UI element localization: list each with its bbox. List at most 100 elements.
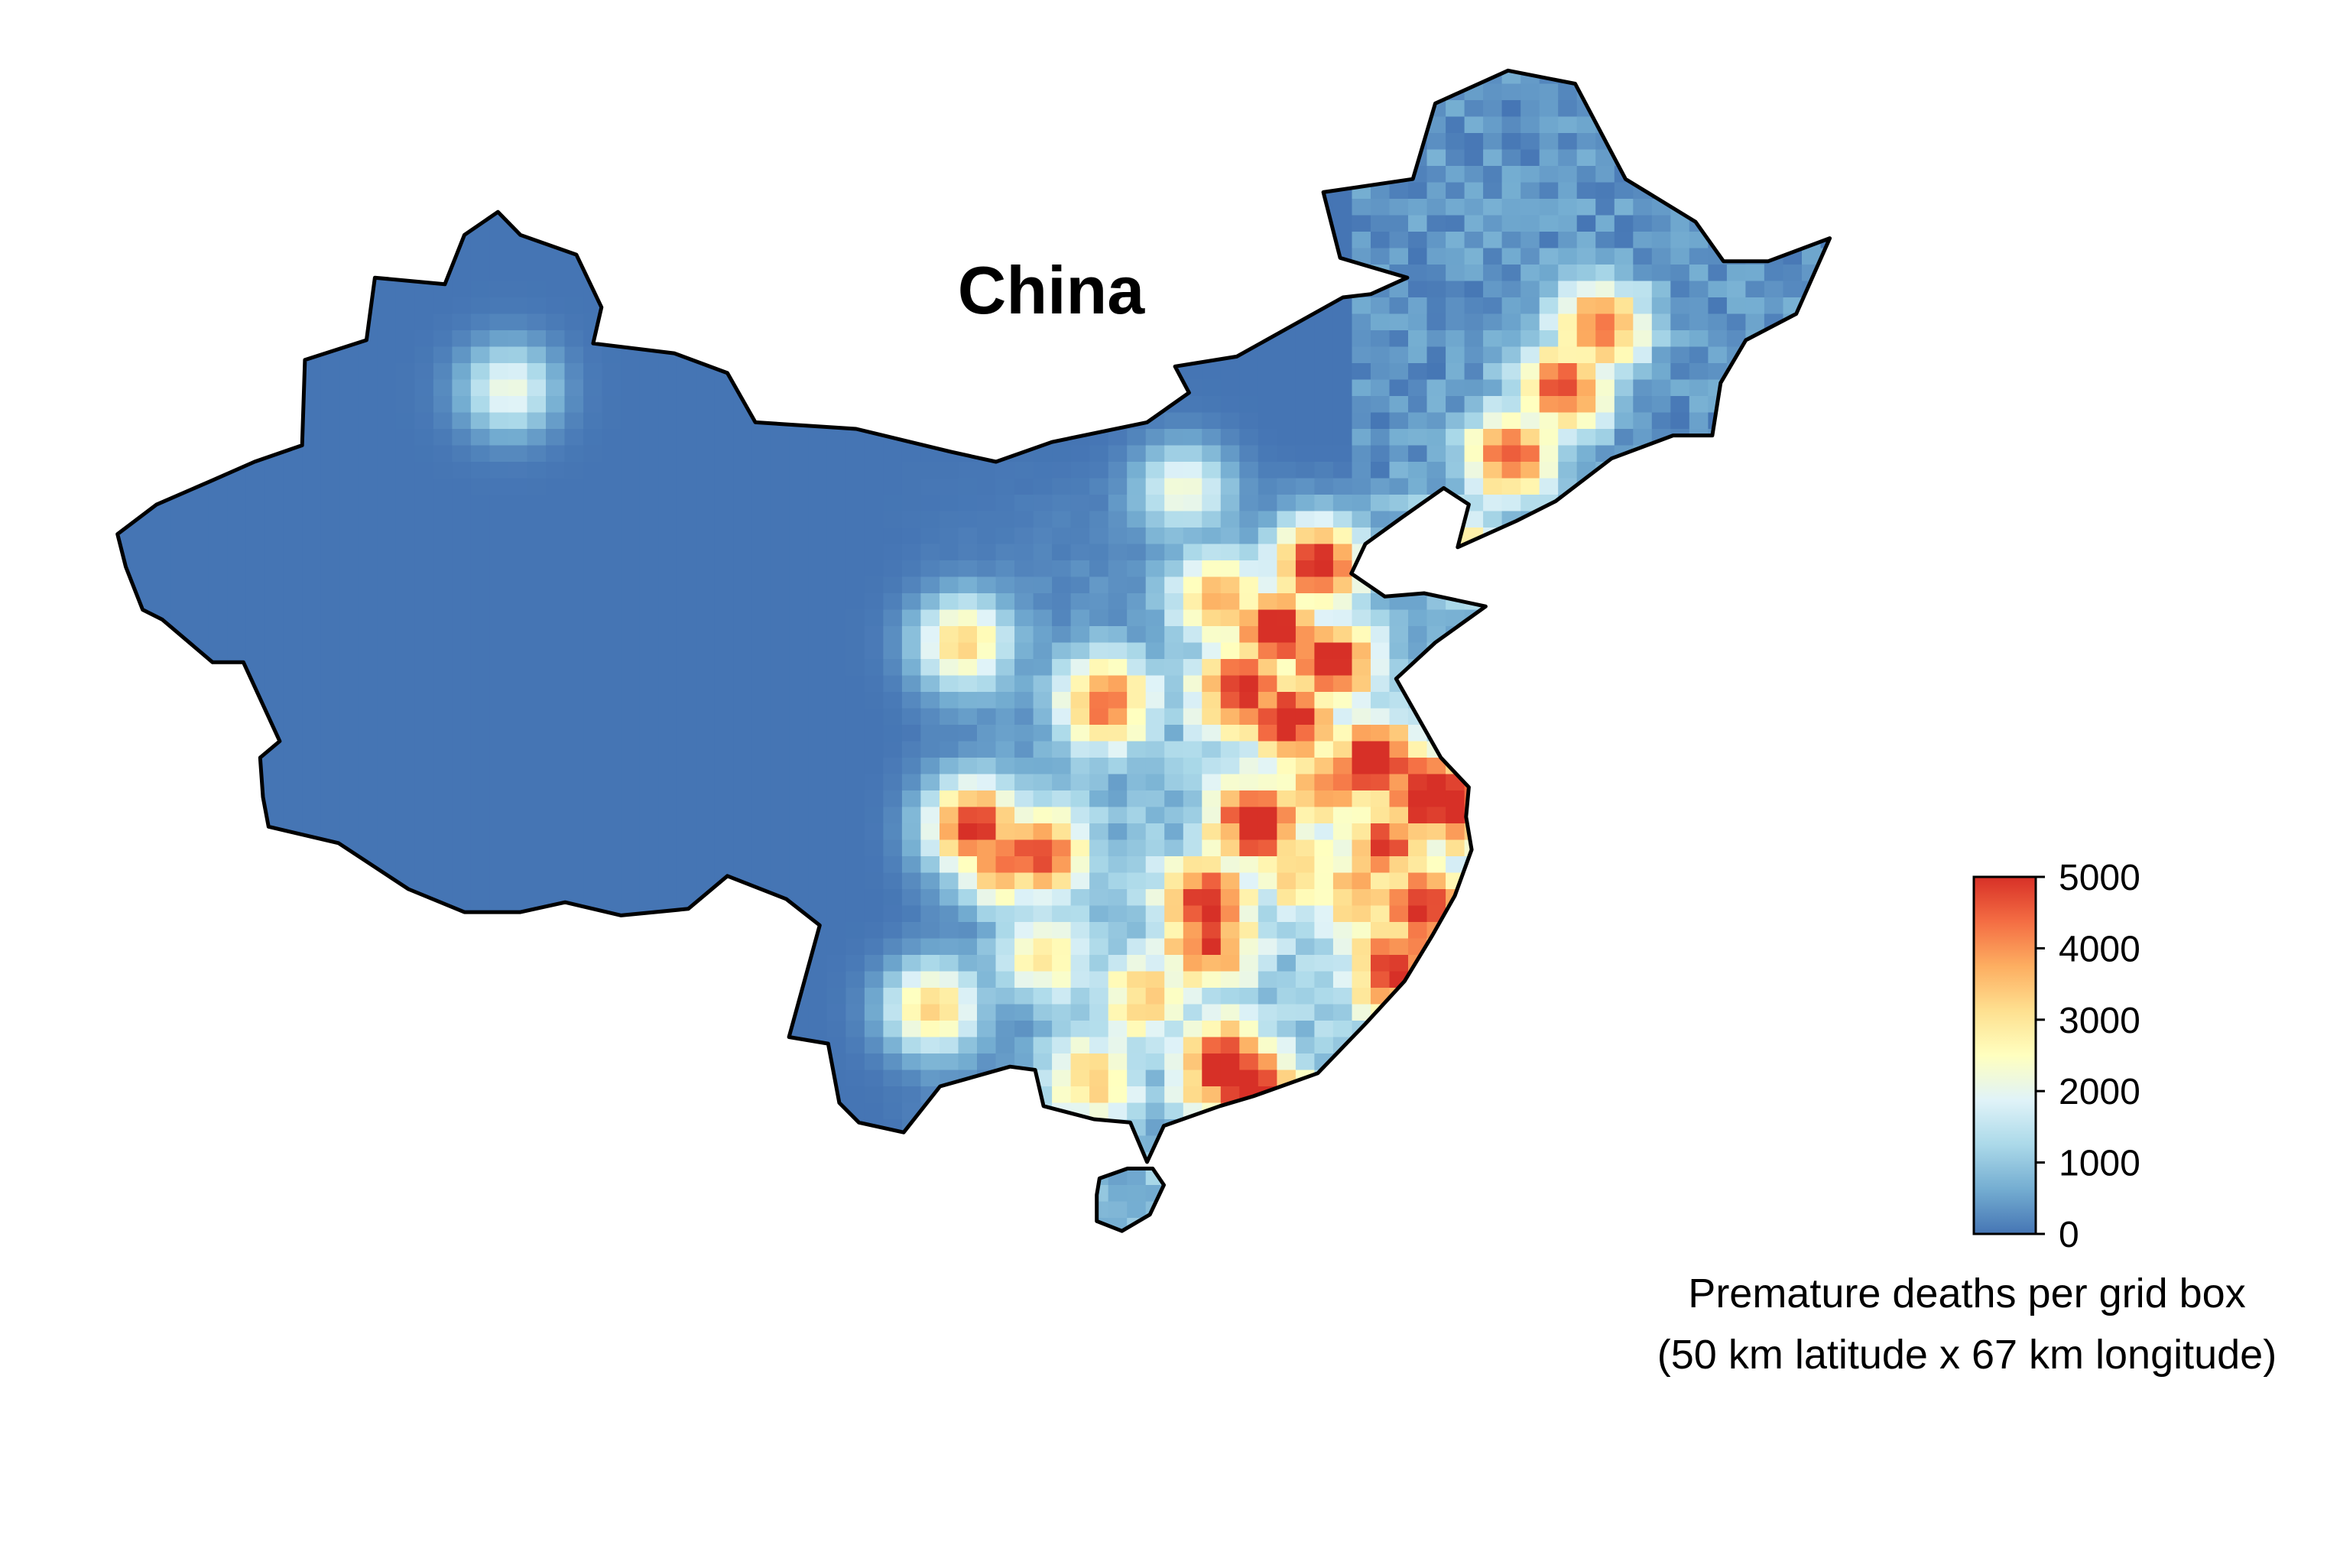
grid-cell	[1764, 100, 1783, 118]
grid-cell	[1202, 445, 1222, 463]
grid-cell	[527, 725, 547, 742]
grid-cell	[1052, 905, 1072, 923]
grid-cell	[1314, 412, 1334, 430]
grid-cell	[1145, 445, 1165, 463]
grid-cell	[1501, 313, 1521, 331]
grid-cell	[1689, 313, 1709, 331]
grid-cell	[1426, 445, 1446, 463]
grid-cell	[1389, 412, 1409, 430]
grid-cell	[1726, 741, 1746, 758]
grid-cell	[1108, 938, 1128, 956]
grid-cell	[358, 576, 378, 594]
grid-cell	[208, 396, 228, 414]
grid-cell	[117, 626, 135, 644]
grid-cell	[1783, 412, 1803, 430]
grid-cell	[190, 528, 209, 545]
grid-cell	[1521, 708, 1540, 726]
grid-cell	[920, 593, 940, 611]
grid-cell	[190, 232, 209, 249]
grid-cell	[1052, 182, 1072, 200]
grid-cell	[283, 70, 303, 85]
grid-cell	[1014, 922, 1034, 940]
grid-cell	[1783, 379, 1803, 397]
grid-cell	[1576, 330, 1596, 348]
grid-cell	[190, 708, 209, 726]
grid-cell	[845, 232, 865, 249]
grid-cell	[1689, 576, 1709, 594]
grid-cell	[508, 823, 528, 841]
grid-cell	[1183, 528, 1202, 545]
grid-cell	[208, 511, 228, 528]
grid-cell	[1352, 609, 1371, 627]
grid-cell	[564, 133, 584, 151]
grid-cell	[190, 396, 209, 414]
grid-cell	[227, 265, 247, 282]
grid-cell	[227, 297, 247, 315]
grid-cell	[170, 872, 190, 890]
grid-cell	[845, 330, 865, 348]
grid-cell	[1145, 83, 1165, 101]
grid-cell	[1708, 330, 1728, 348]
grid-cell	[864, 149, 884, 167]
grid-cell	[733, 313, 753, 331]
grid-cell	[995, 758, 1015, 775]
grid-cell	[227, 856, 247, 874]
grid-cell	[1371, 215, 1391, 232]
grid-cell	[1689, 626, 1709, 644]
grid-cell	[1389, 938, 1409, 956]
grid-cell	[1108, 872, 1128, 890]
grid-cell	[1802, 297, 1822, 315]
grid-cell	[1408, 922, 1428, 940]
grid-cell	[1708, 412, 1728, 430]
grid-cell	[1371, 675, 1391, 693]
grid-cell	[1651, 412, 1671, 430]
grid-cell	[1614, 774, 1634, 791]
grid-cell	[1576, 396, 1596, 414]
grid-cell	[1689, 363, 1709, 381]
grid-cell	[958, 429, 978, 446]
grid-cell	[265, 379, 284, 397]
grid-cell	[1277, 609, 1297, 627]
grid-cell	[470, 725, 490, 742]
grid-cell	[320, 725, 340, 742]
grid-cell	[845, 675, 865, 693]
grid-cell	[1164, 922, 1184, 940]
grid-cell	[1783, 626, 1803, 644]
grid-cell	[358, 83, 378, 101]
grid-cell	[1446, 182, 1465, 200]
grid-cell	[320, 429, 340, 446]
grid-cell	[602, 790, 622, 808]
grid-cell	[1127, 922, 1147, 940]
grid-cell	[977, 889, 997, 907]
grid-cell	[1164, 495, 1184, 512]
grid-cell	[677, 758, 696, 775]
grid-cell	[227, 379, 247, 397]
grid-cell	[621, 758, 641, 775]
grid-cell	[1389, 478, 1409, 495]
grid-cell	[414, 379, 434, 397]
grid-cell	[1145, 248, 1165, 265]
grid-cell	[583, 692, 603, 709]
grid-cell	[1183, 396, 1202, 414]
grid-cell	[358, 560, 378, 578]
grid-cell	[452, 725, 472, 742]
grid-cell	[152, 741, 172, 758]
grid-cell	[1745, 823, 1765, 841]
grid-cell	[1558, 297, 1578, 315]
grid-cell	[1576, 166, 1596, 183]
grid-cell	[227, 758, 247, 775]
grid-cell	[433, 412, 453, 430]
grid-cell	[1802, 511, 1822, 528]
grid-cell	[1802, 330, 1822, 348]
grid-cell	[470, 330, 490, 348]
grid-cell	[1820, 872, 1830, 890]
grid-cell	[170, 905, 190, 923]
grid-cell	[245, 265, 265, 282]
grid-cell	[1202, 839, 1222, 857]
grid-cell	[1145, 938, 1165, 956]
grid-cell	[1070, 741, 1090, 758]
grid-cell	[977, 576, 997, 594]
grid-cell	[1558, 758, 1578, 775]
grid-cell	[1501, 149, 1521, 167]
grid-cell	[901, 116, 921, 134]
